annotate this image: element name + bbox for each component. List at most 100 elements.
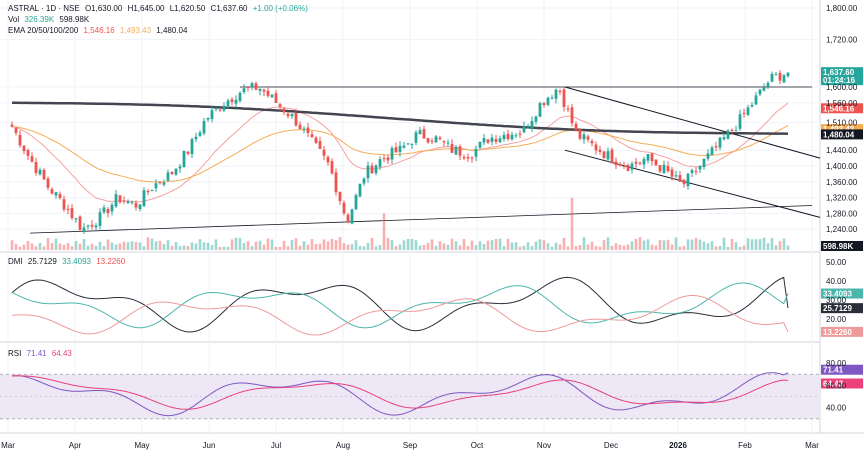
candle-body (454, 146, 458, 155)
candle-body (322, 149, 326, 156)
candle-body (334, 172, 338, 193)
dmi-adx-value: 25.7129 (27, 257, 57, 266)
candle-body (702, 158, 706, 167)
volume-bar (70, 246, 74, 250)
candle-body (706, 153, 710, 159)
volume-bar (402, 240, 406, 250)
volume-bar (290, 239, 294, 250)
candle-body (250, 83, 254, 88)
volume-bar (514, 242, 518, 250)
volume-bar (486, 240, 490, 250)
volume-bar (634, 238, 638, 250)
candle-body (598, 149, 602, 152)
volume-bar (430, 239, 434, 250)
volume-bar (370, 237, 374, 250)
candle-body (130, 201, 134, 203)
candle-body (510, 134, 514, 140)
candle-body (570, 107, 574, 124)
candle-body (762, 87, 766, 91)
symbol-name: ASTRAL · 1D · NSE (8, 4, 80, 13)
candle-body (710, 147, 714, 156)
candle-body (110, 204, 114, 212)
candle-body (94, 225, 98, 228)
volume-bar (274, 246, 278, 250)
price-tick-label: 1,560.00 (826, 99, 858, 108)
volume-bar (666, 239, 670, 250)
channel-upper-line (564, 86, 821, 159)
volume-bar (122, 241, 126, 250)
symbol-header: ASTRAL · 1D · NSE O1,630.00 H1,645.00 L1… (8, 4, 311, 13)
volume-bar (458, 245, 462, 250)
rsi-legend[interactable]: RSI 71.41 64.43 (8, 349, 75, 358)
volume-bar (626, 244, 630, 250)
candle-body (10, 124, 14, 127)
candle-body (262, 89, 266, 92)
candle-body (746, 107, 750, 115)
volume-bar (786, 245, 790, 250)
price-tick-label: 1,510.00 (826, 119, 858, 128)
volume-bar (418, 245, 422, 250)
candle-body (382, 158, 386, 160)
candle-body (82, 227, 86, 232)
volume-bar (66, 243, 70, 250)
candle-body (542, 103, 546, 106)
volume-bar (646, 239, 650, 250)
volume-bar (470, 240, 474, 250)
time-tick-label: Oct (471, 441, 484, 450)
volume-bar (278, 246, 282, 250)
ema-legend[interactable]: EMA 20/50/100/200 1,546.16 1,493.43 1,48… (8, 26, 190, 35)
candle-body (618, 164, 622, 166)
candle-body (550, 97, 554, 99)
volume-ma-value: 598.98K (59, 15, 90, 24)
volume-bar (638, 237, 642, 250)
volume-bar (206, 242, 210, 250)
candle-body (326, 156, 330, 163)
volume-bar (38, 242, 42, 250)
volume-bar (178, 246, 182, 250)
volume-bar (614, 243, 618, 250)
price-tick-label: 1,240.00 (826, 225, 858, 234)
volume-bar (758, 239, 762, 250)
volume-bar (214, 239, 218, 250)
volume-bar (478, 241, 482, 250)
volume-bar (642, 240, 646, 250)
candle-body (86, 225, 90, 227)
candle-body (546, 97, 550, 105)
volume-bar (58, 243, 62, 250)
ema20-value: 1,546.16 (83, 26, 115, 35)
candle-body (370, 165, 374, 174)
volume-bar (690, 239, 694, 250)
volume-bar (118, 243, 122, 250)
time-tick-label: Mar (1, 441, 15, 450)
volume-legend[interactable]: Vol 326.39K 598.98K (8, 15, 92, 24)
volume-bar (754, 239, 758, 250)
candle-body (506, 133, 510, 140)
ema200-value: 1,480.04 (156, 26, 188, 35)
candle-body (162, 182, 166, 185)
candle-body (226, 100, 230, 106)
rsi-tag-label: 64.43 (823, 379, 844, 388)
volume-bar (446, 244, 450, 250)
volume-bar (270, 239, 274, 250)
candle-body (302, 128, 306, 130)
dmi-tick-label: 20.00 (826, 315, 847, 324)
dmi-legend[interactable]: DMI 25.7129 33.4093 13.2260 (8, 257, 128, 266)
candle-body (646, 154, 650, 161)
candle-body (698, 165, 702, 170)
candle-body (310, 134, 314, 137)
volume-bar (314, 243, 318, 250)
price-tick-label: 1,800.00 (826, 4, 858, 13)
candle-body (694, 171, 698, 173)
volume-bar (410, 238, 414, 250)
candle-body (610, 149, 614, 164)
volume-bar (466, 246, 470, 250)
ohlc-change: +1.00 (+0.06%) (252, 4, 308, 13)
volume-label: Vol (8, 15, 20, 24)
candle-body (490, 137, 494, 142)
volume-bar (18, 246, 22, 250)
candle-body (14, 127, 18, 133)
volume-bar (502, 246, 506, 250)
volume-bar (106, 239, 110, 250)
rsi-ma-line (12, 375, 789, 410)
